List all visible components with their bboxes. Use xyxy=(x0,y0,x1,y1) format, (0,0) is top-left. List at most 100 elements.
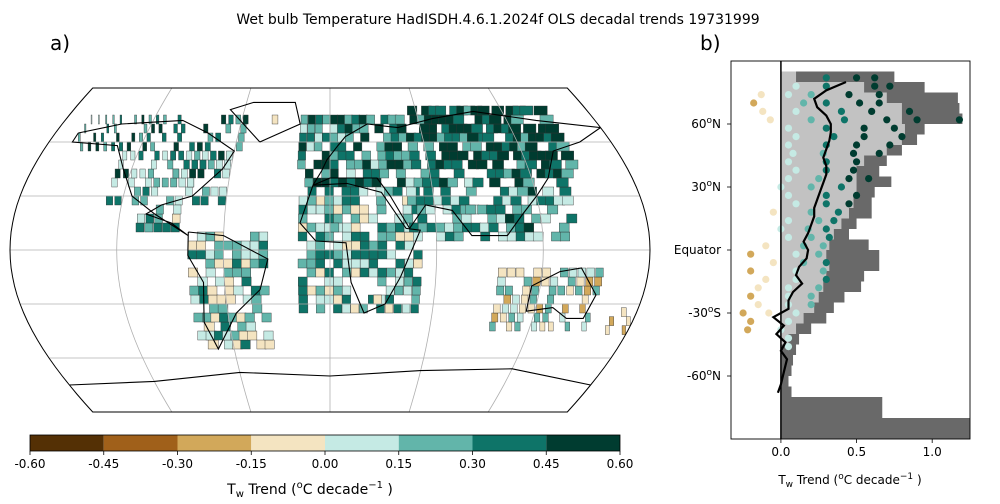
station-point xyxy=(849,166,858,174)
trend-cell xyxy=(189,285,200,296)
trend-cell xyxy=(128,177,135,188)
trend-cell xyxy=(249,240,260,251)
trend-cell xyxy=(249,258,260,269)
trend-cell xyxy=(297,150,306,161)
trend-cell xyxy=(470,141,482,152)
trend-cell xyxy=(523,276,532,287)
trend-cell xyxy=(557,285,565,296)
trend-cell xyxy=(351,114,360,125)
trend-cell xyxy=(489,114,502,125)
station-point xyxy=(830,133,838,141)
colorbar: -0.60 -0.45 -0.30 -0.15 0.00 0.15 0.30 0.45 0.60 xyxy=(14,434,633,471)
trend-cell xyxy=(187,240,197,251)
trend-cell xyxy=(114,195,122,206)
trend-cell xyxy=(595,267,604,278)
trend-cell xyxy=(498,231,508,242)
trend-cell xyxy=(510,303,518,314)
trend-cell xyxy=(329,123,338,134)
station-point xyxy=(852,191,861,199)
trend-cell xyxy=(333,258,343,269)
trend-cell xyxy=(105,114,108,125)
trend-cell xyxy=(508,312,515,323)
trend-cell xyxy=(313,159,322,170)
colorbar-segment xyxy=(103,435,178,451)
station-point xyxy=(868,107,876,115)
trend-cell xyxy=(583,285,591,296)
trend-cell xyxy=(521,294,529,305)
zonal-mean-bar xyxy=(780,166,857,177)
coastline xyxy=(229,101,301,143)
station-point xyxy=(807,183,815,191)
trend-cell xyxy=(153,177,161,188)
trend-cell xyxy=(594,276,602,287)
trend-cell xyxy=(519,303,526,314)
trend-cell xyxy=(95,141,100,152)
trend-cell xyxy=(516,186,529,197)
zonal-max-bar xyxy=(780,250,880,261)
trend-cell xyxy=(461,213,472,224)
station-point xyxy=(792,200,800,208)
trend-cell xyxy=(366,114,375,125)
trend-cell xyxy=(197,141,203,152)
trend-cell xyxy=(496,213,507,224)
trend-cell xyxy=(480,231,491,242)
trend-cell xyxy=(189,141,195,152)
station-point xyxy=(819,267,827,275)
trend-cell xyxy=(403,285,412,296)
trend-cell xyxy=(241,267,251,278)
trend-cell xyxy=(321,150,331,161)
trend-cell xyxy=(506,267,516,278)
trend-cell xyxy=(194,150,201,161)
trend-cell xyxy=(154,150,160,161)
station-point xyxy=(822,124,830,132)
trend-cell xyxy=(368,249,379,260)
trend-cell xyxy=(363,177,373,188)
trend-cell xyxy=(114,123,117,134)
trend-cell xyxy=(576,276,585,287)
trend-cell xyxy=(215,276,226,287)
trend-cell xyxy=(216,159,223,170)
trend-cell xyxy=(415,195,426,206)
trend-cell xyxy=(446,141,458,152)
trend-cell xyxy=(100,132,104,143)
trend-cell xyxy=(341,294,351,305)
trend-cell xyxy=(300,123,308,134)
trend-cell xyxy=(142,141,147,152)
trend-cell xyxy=(384,303,394,314)
station-point xyxy=(747,317,755,325)
trend-cell xyxy=(359,258,370,269)
station-point xyxy=(815,217,823,225)
trend-cell xyxy=(316,195,325,206)
trend-cell xyxy=(344,123,354,134)
trend-cell xyxy=(162,132,167,143)
trend-cell xyxy=(567,276,576,287)
trend-cell xyxy=(333,285,343,296)
coastline xyxy=(525,267,597,319)
trend-cell xyxy=(515,231,526,242)
station-point xyxy=(759,107,767,115)
trend-cell xyxy=(139,168,146,179)
trend-cell xyxy=(424,195,435,206)
trend-cell xyxy=(322,114,331,125)
profile-x-axis-label: Tw Trend (oC decade−1 ) xyxy=(777,472,921,490)
trend-cell xyxy=(370,159,380,170)
station-point xyxy=(789,149,797,157)
trend-cell xyxy=(395,240,405,251)
trend-cell xyxy=(200,195,209,206)
trend-cell xyxy=(522,285,531,296)
trend-cell xyxy=(183,159,190,170)
station-point xyxy=(819,242,827,250)
trend-cell xyxy=(350,213,361,224)
trend-cell xyxy=(373,294,382,305)
trend-cell xyxy=(487,213,498,224)
trend-cell xyxy=(228,114,234,125)
trend-cell xyxy=(304,177,314,188)
trend-cell xyxy=(247,330,258,341)
trend-cell xyxy=(541,276,550,287)
panel-a-label: a) xyxy=(50,31,70,55)
trend-cell xyxy=(405,177,416,188)
station-point xyxy=(807,116,815,124)
trend-cell xyxy=(223,258,233,269)
trend-cell xyxy=(566,285,574,296)
trend-cell xyxy=(217,195,226,206)
